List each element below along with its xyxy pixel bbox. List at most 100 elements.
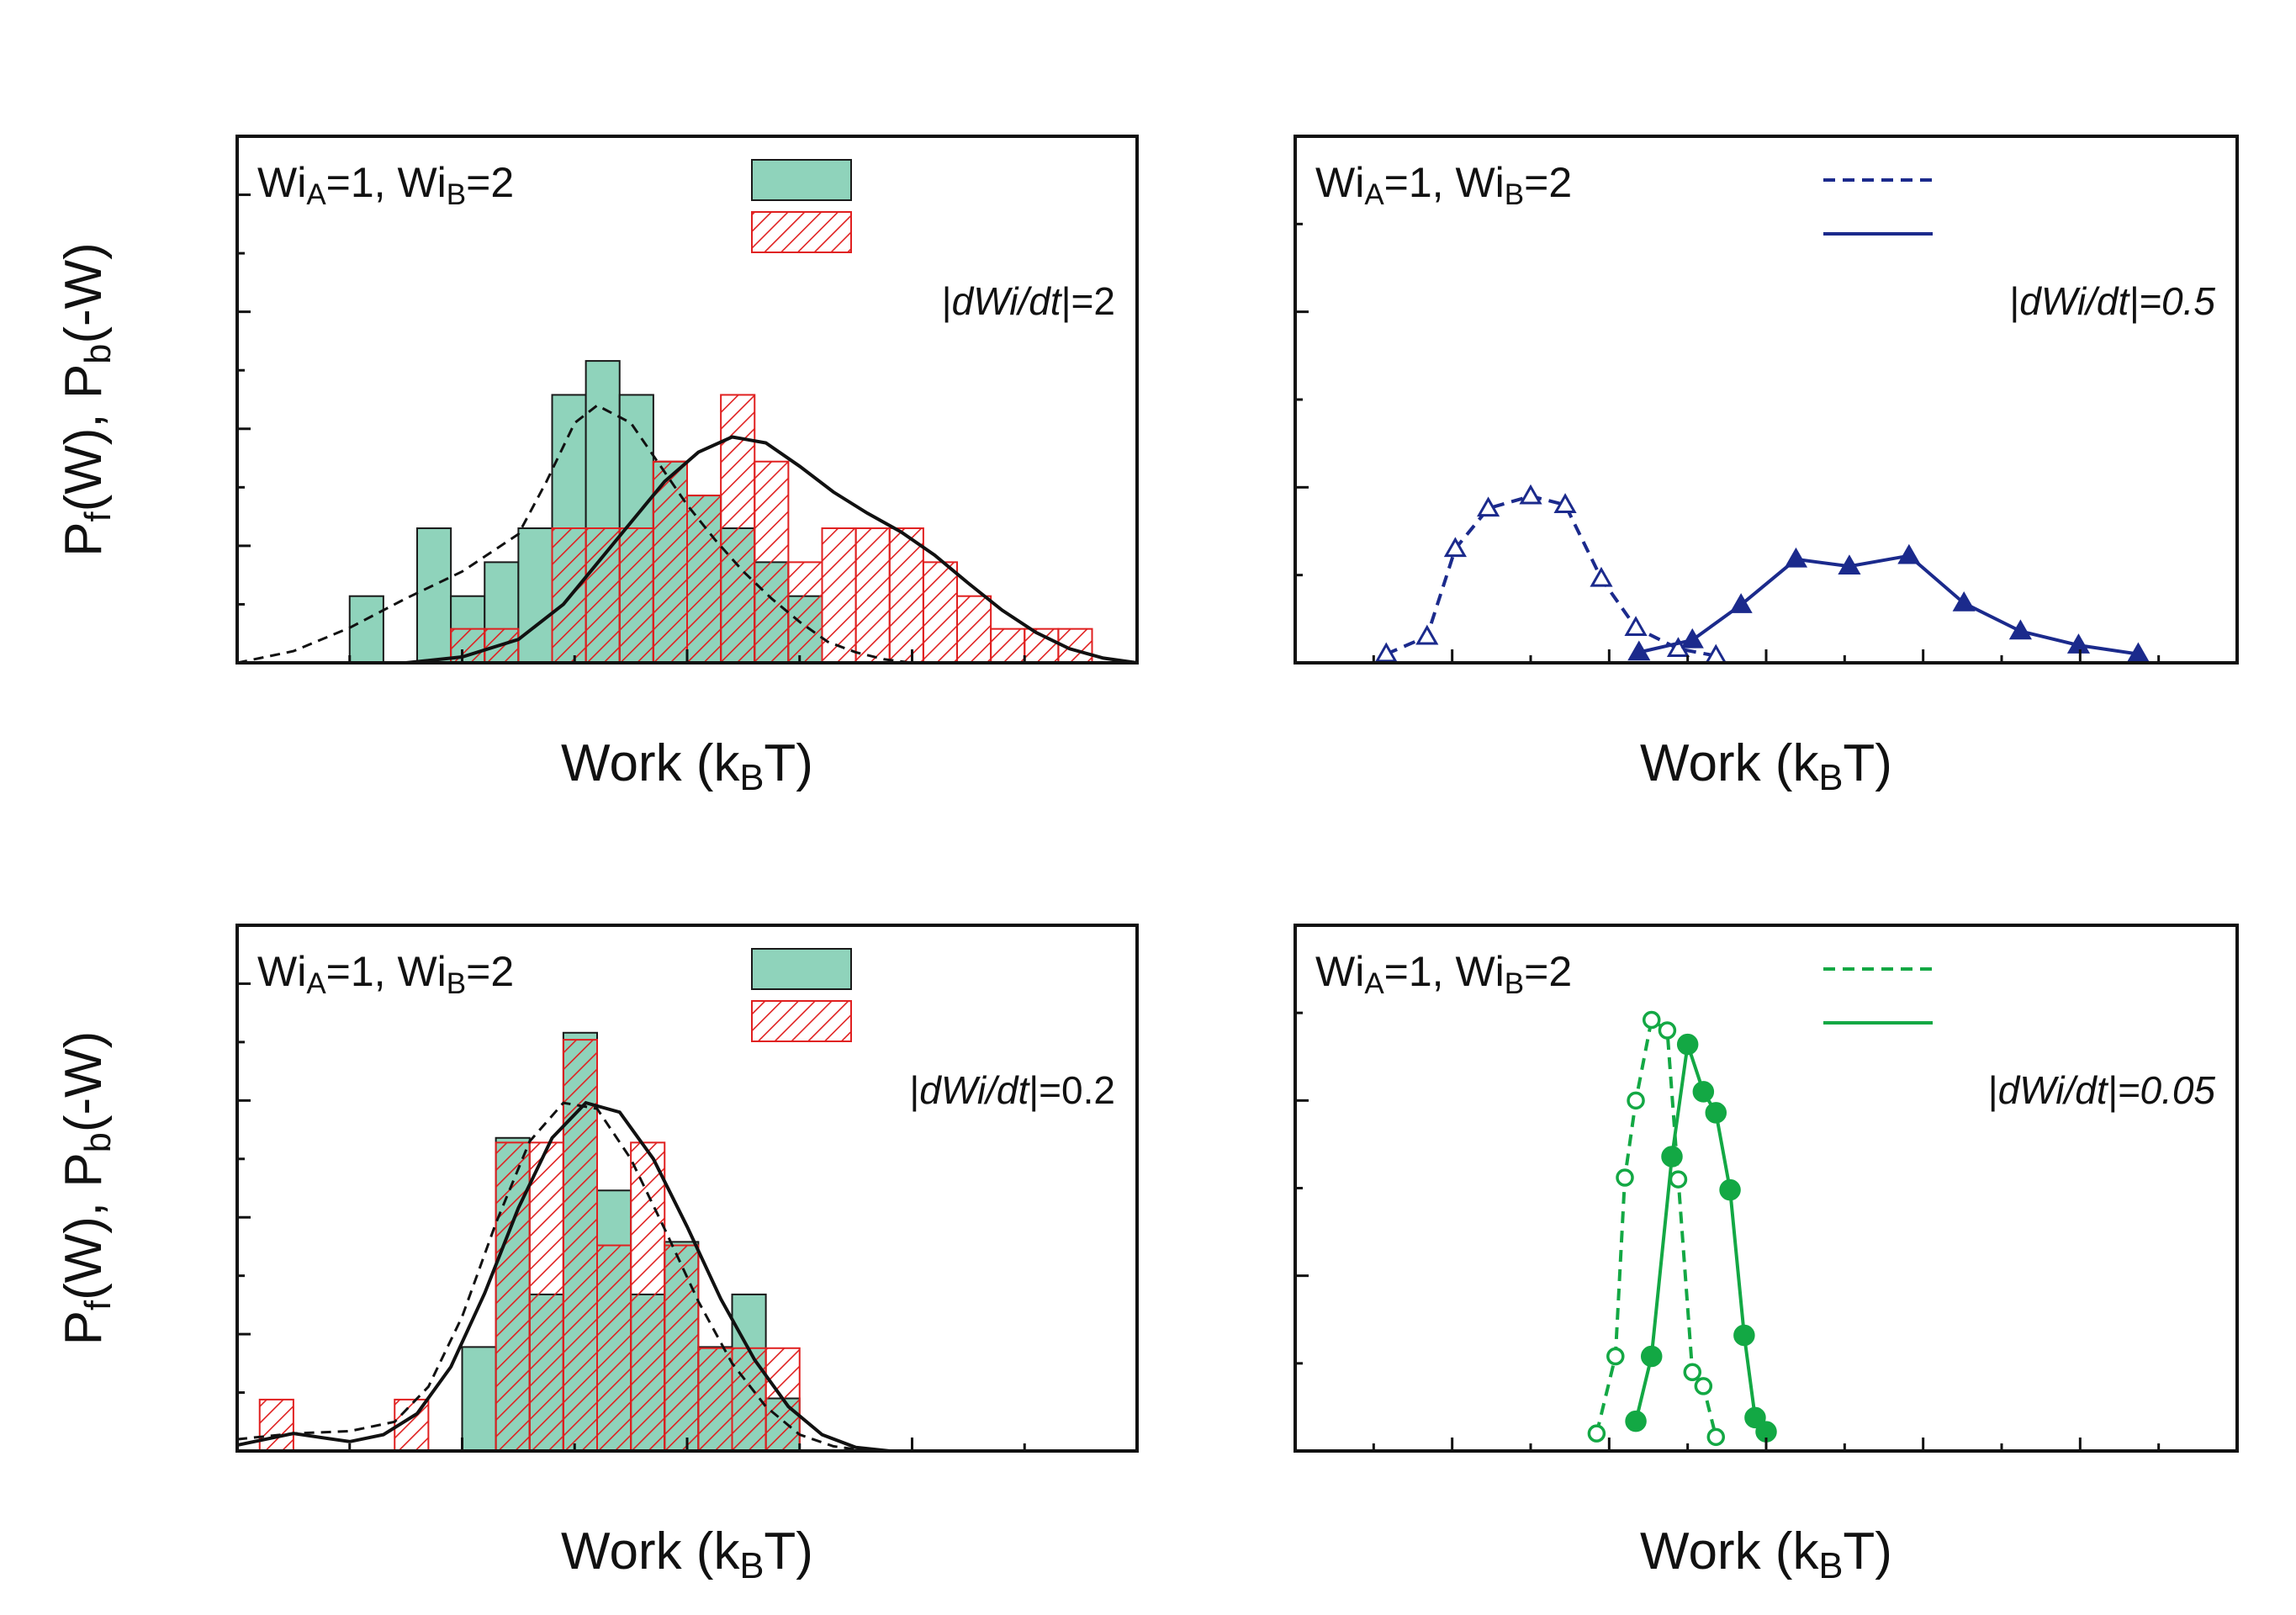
y-axis-label: Pf(W), Pb(-W) [55,1031,119,1346]
backward-bar [348,595,384,664]
forward-point [1627,640,1651,661]
backward-point [1374,642,1398,663]
backward-point [1616,1168,1634,1187]
backward-series-line [1595,1017,1718,1438]
annotation-rate: |dWi/dt|=0.2 [909,1068,1115,1112]
text-part: | [2009,279,2019,323]
text-part: |=0.5 [2129,279,2215,323]
text-part: | [1988,1068,1998,1112]
backward-point [1415,624,1439,645]
forward-bar [258,1398,294,1453]
backward-point [1624,616,1648,637]
backward-bar [517,527,553,664]
x-axis-label: Work (kBT) [1640,1522,1892,1586]
forward-point [1705,1102,1727,1124]
forward-point [1897,543,1921,564]
forward-bar [528,1141,564,1453]
annotation-wi: WiA=1, WiB=2 [1315,948,1572,1000]
subscript: b [78,344,119,364]
forward-fit-curve [236,1100,891,1453]
annotation-rate: |dWi/dt|=2 [942,279,1115,323]
forward-bar [990,627,1026,664]
text-part: =1, Wi [1384,159,1505,206]
text-part: Work (k [1640,1522,1819,1581]
annotation-wi: WiA=1, WiB=2 [1315,159,1572,211]
forward-point [1838,554,1861,575]
annotation-rate: |dWi/dt|=0.5 [2009,279,2215,323]
legend-backward-swatch [751,159,852,201]
panel-c: Work (kBT)Pf(W), Pb(-W)WiA=1, WiB=2|dWi/… [55,924,1139,1586]
forward-point [1733,1324,1755,1347]
forward-bar [697,1347,733,1453]
backward-point [1606,1347,1625,1366]
text-part: | [909,1068,919,1112]
forward-bar [754,460,790,664]
subscript: A [306,967,326,1000]
forward-bar [922,561,958,664]
subscript: B [739,758,764,798]
forward-bar [787,561,823,664]
backward-point [1443,537,1467,558]
text-part: |=0.2 [1029,1068,1115,1112]
forward-point [2066,633,2091,654]
text-part: | [942,279,952,323]
backward-fit-curve [236,404,913,665]
forward-point [1744,1406,1766,1429]
text-part: (W), P [55,1152,113,1300]
forward-bar [888,527,924,664]
backward-point [1519,484,1542,505]
text-part: =1, Wi [326,159,447,206]
backward-point [1669,1170,1688,1189]
annotation-wi: WiA=1, WiB=2 [257,159,514,211]
text-part: =2 [466,948,514,995]
text-part: |=2 [1061,279,1115,323]
backward-bar [461,1346,497,1453]
text-part: |=0.05 [2108,1068,2216,1112]
subscript: f [78,511,119,522]
forward-point [2126,642,2150,663]
forward-bar [652,460,688,664]
text-part: (-W) [55,242,113,343]
text-part: Work (k [1640,734,1819,792]
forward-point [1640,1345,1663,1368]
legend-backward-swatch [751,948,852,990]
text-part: T) [764,734,813,792]
text-part: Work (k [561,734,740,792]
text-part: =2 [1524,159,1572,206]
text-part: Wi [1315,159,1364,206]
subscript: B [1818,1546,1843,1586]
forward-bar [618,527,654,664]
subscript: B [447,178,466,211]
backward-point [1658,1021,1677,1040]
text-part: T) [1843,734,1892,792]
backward-point [1683,1363,1702,1381]
backward-point [1590,566,1613,587]
x-axis-label: Work (kBT) [561,1522,813,1586]
text-part: dWi/dt [919,1068,1030,1112]
forward-point [2008,619,2032,640]
forward-fit-curve [405,435,1138,665]
text-part: P [55,522,113,556]
text-part: =2 [466,159,514,206]
text-part: (-W) [55,1031,113,1132]
backward-point [1694,1377,1713,1395]
subscript: A [1364,178,1384,211]
text-part: dWi/dt [2019,279,2130,323]
subscript: f [78,1300,119,1311]
text-part: Work (k [561,1522,740,1581]
backward-bar [416,527,452,664]
panel-d: Work (kBT) WiA=1, WiB=2 |dWi/dt|=0.05 [1293,924,2239,1586]
forward-bar [686,495,722,664]
backward-fit-curve [236,1101,868,1453]
backward-point [1706,1427,1726,1447]
forward-point [1729,593,1753,613]
panel-a: Work (kBT)Pf(W), Pb(-W)WiA=1, WiB=2|dWi/… [55,135,1139,798]
forward-bar [596,1244,632,1452]
forward-bar [585,527,621,664]
forward-point [1661,1146,1683,1168]
annotation-rate: |dWi/dt|=0.05 [1988,1068,2216,1112]
y-axis-label: Pf(W), Pb(-W) [55,242,119,557]
forward-series-line [1634,1044,1768,1433]
forward-bar [630,1141,666,1453]
